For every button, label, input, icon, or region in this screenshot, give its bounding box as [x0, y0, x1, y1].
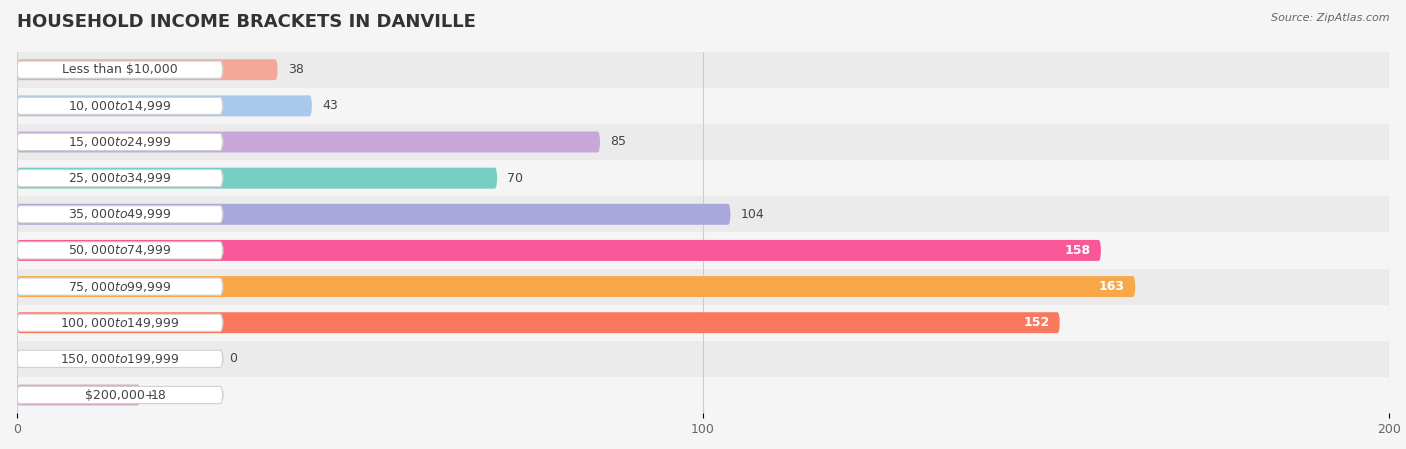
- FancyBboxPatch shape: [17, 97, 222, 114]
- FancyBboxPatch shape: [17, 240, 1101, 261]
- Text: 70: 70: [508, 172, 523, 185]
- Text: Less than $10,000: Less than $10,000: [62, 63, 177, 76]
- FancyBboxPatch shape: [17, 278, 222, 295]
- FancyBboxPatch shape: [17, 59, 277, 80]
- Text: 152: 152: [1024, 316, 1049, 329]
- FancyBboxPatch shape: [17, 61, 222, 78]
- Bar: [17, 377, 1389, 413]
- Bar: [17, 88, 1389, 124]
- FancyBboxPatch shape: [17, 242, 222, 259]
- Text: 163: 163: [1099, 280, 1125, 293]
- Bar: [17, 124, 1389, 160]
- Text: $75,000 to $99,999: $75,000 to $99,999: [67, 280, 172, 294]
- Text: 85: 85: [610, 136, 626, 149]
- Bar: [17, 196, 1389, 233]
- FancyBboxPatch shape: [17, 132, 600, 153]
- FancyBboxPatch shape: [17, 312, 1060, 333]
- FancyBboxPatch shape: [17, 204, 731, 225]
- FancyBboxPatch shape: [17, 206, 222, 223]
- Text: $150,000 to $199,999: $150,000 to $199,999: [60, 352, 180, 366]
- FancyBboxPatch shape: [17, 170, 222, 187]
- FancyBboxPatch shape: [17, 314, 222, 331]
- Text: $10,000 to $14,999: $10,000 to $14,999: [67, 99, 172, 113]
- Bar: [17, 305, 1389, 341]
- FancyBboxPatch shape: [17, 350, 222, 367]
- Bar: [17, 160, 1389, 196]
- Text: $100,000 to $149,999: $100,000 to $149,999: [60, 316, 180, 330]
- FancyBboxPatch shape: [17, 167, 498, 189]
- Text: 38: 38: [288, 63, 304, 76]
- Text: Source: ZipAtlas.com: Source: ZipAtlas.com: [1271, 13, 1389, 23]
- FancyBboxPatch shape: [17, 95, 312, 116]
- Text: $25,000 to $34,999: $25,000 to $34,999: [67, 171, 172, 185]
- Text: $200,000+: $200,000+: [84, 388, 155, 401]
- FancyBboxPatch shape: [17, 133, 222, 150]
- FancyBboxPatch shape: [17, 276, 1135, 297]
- Text: 0: 0: [229, 352, 238, 365]
- Text: $35,000 to $49,999: $35,000 to $49,999: [67, 207, 172, 221]
- Text: 104: 104: [741, 208, 765, 221]
- Text: $15,000 to $24,999: $15,000 to $24,999: [67, 135, 172, 149]
- Text: 158: 158: [1064, 244, 1091, 257]
- FancyBboxPatch shape: [17, 387, 222, 404]
- Text: $50,000 to $74,999: $50,000 to $74,999: [67, 243, 172, 257]
- Text: 43: 43: [322, 99, 337, 112]
- Text: HOUSEHOLD INCOME BRACKETS IN DANVILLE: HOUSEHOLD INCOME BRACKETS IN DANVILLE: [17, 13, 475, 31]
- Bar: [17, 269, 1389, 305]
- FancyBboxPatch shape: [17, 384, 141, 405]
- Bar: [17, 52, 1389, 88]
- Text: 18: 18: [150, 388, 166, 401]
- Bar: [17, 232, 1389, 269]
- Bar: [17, 341, 1389, 377]
